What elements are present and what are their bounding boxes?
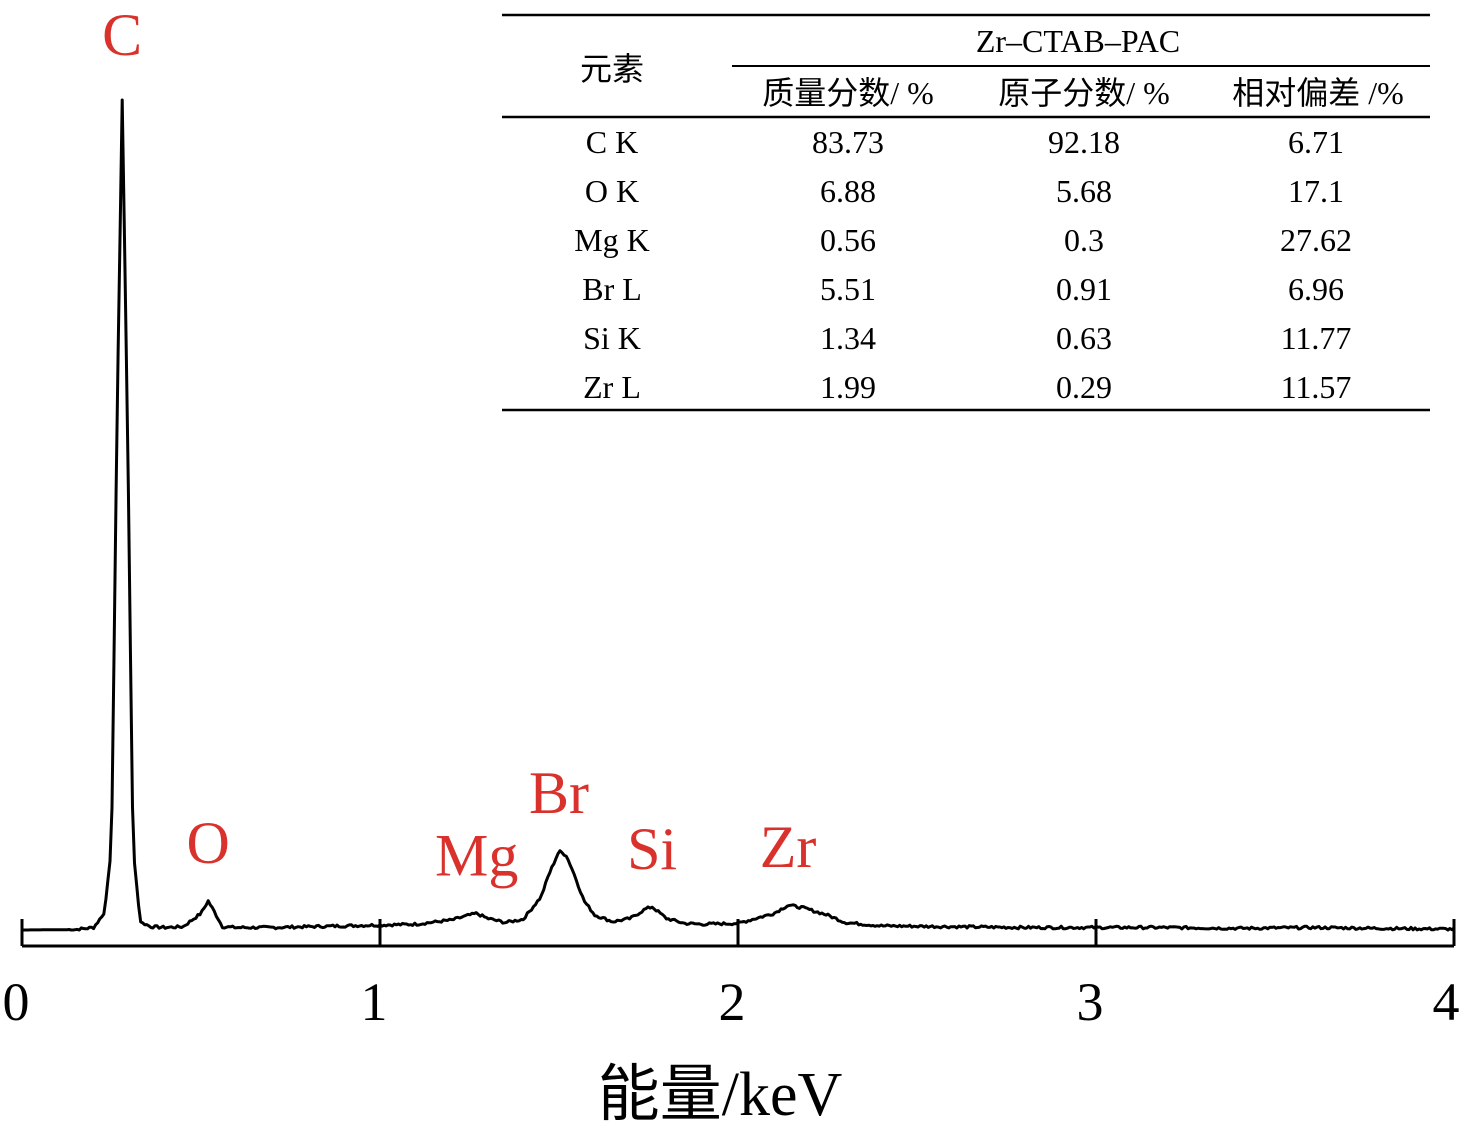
table-column-header: 原子分数/ % (998, 75, 1170, 111)
table-cell-value: 6.88 (820, 173, 876, 209)
spectrum-line (22, 98, 1455, 932)
table-cell-value: 0.29 (1056, 369, 1112, 405)
table-cell-value: 17.1 (1288, 173, 1344, 209)
table-cell-value: 11.57 (1281, 369, 1352, 405)
x-tick-label: 3 (1077, 972, 1104, 1032)
peak-label-si: Si (627, 816, 677, 882)
table-cell-element: Si K (583, 320, 641, 356)
table-cell-value: 5.51 (820, 271, 876, 307)
table-cell-value: 1.99 (820, 369, 876, 405)
table-cell-element: C K (586, 124, 638, 160)
table-cell-value: 1.34 (820, 320, 876, 356)
table-cell-value: 0.91 (1056, 271, 1112, 307)
table-cell-element: Zr L (583, 369, 641, 405)
table-body: C K 83.73 92.18 6.71 O K 6.88 5.68 17.1 Mg K 0.56… (574, 124, 1352, 405)
x-tick-label: 0 (3, 972, 30, 1032)
table-group-header: Zr–CTAB–PAC (976, 23, 1180, 59)
table-cell-value: 11.77 (1281, 320, 1352, 356)
x-axis: 0 1 2 3 4 能量/keV (3, 919, 1460, 1129)
table-cell-value: 0.63 (1056, 320, 1112, 356)
table-cell-value: 0.3 (1064, 222, 1104, 258)
table-cell-element: O K (585, 173, 639, 209)
x-tick-label: 1 (361, 972, 388, 1032)
x-tick-label: 2 (719, 972, 746, 1032)
table-cell-value: 27.62 (1280, 222, 1352, 258)
table-cell-value: 6.71 (1288, 124, 1344, 160)
peak-label-mg: Mg (435, 822, 518, 888)
table-column-header: 质量分数/ % (762, 75, 934, 111)
table-cell-value: 83.73 (812, 124, 884, 160)
composition-table: 元素 Zr–CTAB–PAC 质量分数/ % 原子分数/ % 相对偏差 /% C… (502, 13, 1430, 412)
peak-label-o: O (187, 810, 230, 876)
table-cell-value: 6.96 (1288, 271, 1344, 307)
table-cell-value: 5.68 (1056, 173, 1112, 209)
x-tick-label: 4 (1433, 972, 1460, 1032)
peak-label-br: Br (529, 760, 589, 826)
table-cell-value: 0.56 (820, 222, 876, 258)
table-column-header: 相对偏差 /% (1232, 75, 1404, 111)
table-cell-element: Mg K (574, 222, 650, 258)
peak-label-c: C (102, 2, 142, 68)
x-axis-title: 能量/keV (598, 1061, 843, 1129)
peak-label-zr: Zr (760, 814, 817, 880)
table-cell-value: 92.18 (1048, 124, 1120, 160)
table-row-header: 元素 (580, 51, 644, 87)
table-cell-element: Br L (582, 271, 642, 307)
